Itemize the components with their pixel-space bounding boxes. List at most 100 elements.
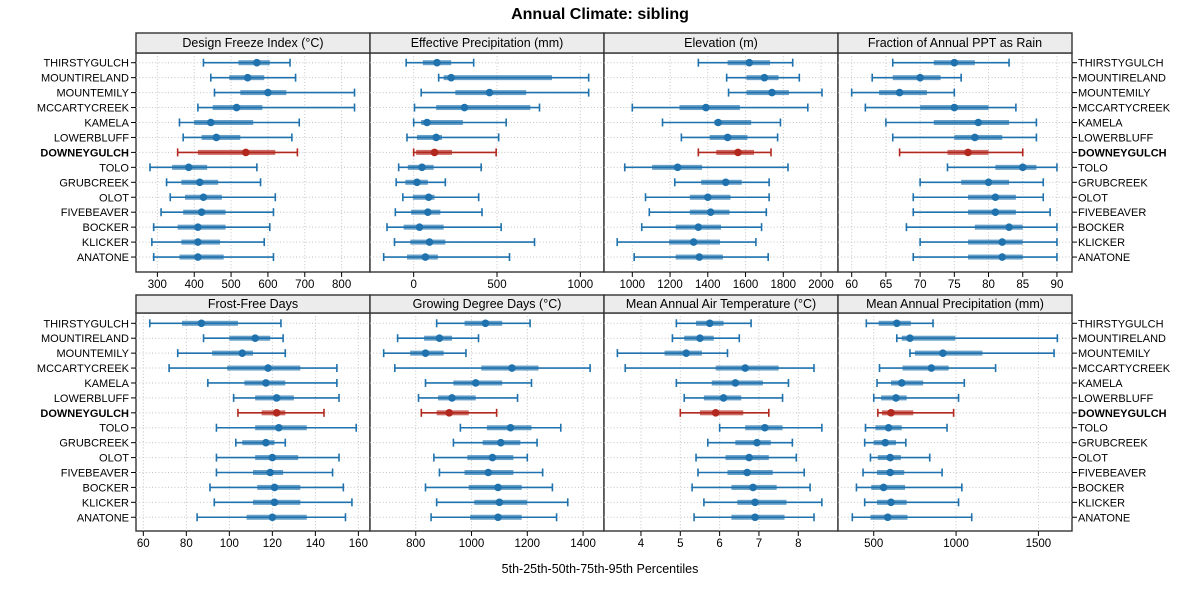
x-tick-label: 1200 [515,538,541,550]
x-tick-label: 1000 [568,279,594,291]
percentile-interval [396,334,480,343]
median-dot [268,513,277,522]
figure-caption: 5th-25th-50th-75th-95th Percentiles [501,562,699,576]
median-dot [964,148,972,157]
percentile-interval [623,163,789,172]
percentile-interval [680,133,779,142]
x-tick-label: 0 [410,279,416,291]
percentile-interval [871,73,962,82]
percentile-interval [707,438,794,447]
iqr-band [714,120,752,125]
median-dot [998,253,1007,261]
iqr-band [201,134,241,140]
x-tick-label: 120 [263,538,282,550]
x-tick-label: 500 [221,279,240,291]
median-dot [886,453,895,462]
x-tick-label: 800 [332,279,351,291]
iqr-band [901,335,956,341]
median-dot [886,468,895,477]
site-label: OLOT [99,192,129,204]
site-label: DOWNEYGULCH [1078,147,1167,159]
percentile-interval [644,193,770,202]
median-dot [447,73,455,82]
x-tick-label: 600 [258,279,277,291]
panel-frame [603,312,839,532]
median-dot [998,238,1007,246]
x-tick-label: 5 [677,538,683,550]
median-dot [1018,163,1027,172]
x-tick-label: 1600 [733,279,759,291]
percentile-interval [424,483,554,492]
median-dot [199,193,208,202]
percentile-interval [640,223,763,232]
site-label: MCCARTYCREEK [1078,363,1171,375]
site-label: GRUBCREEK [59,177,129,189]
percentile-interval [406,133,500,142]
x-tick-label: 7 [756,538,762,550]
x-tick-label: 4 [638,538,645,550]
percentile-interval [417,393,519,402]
iqr-band [403,224,444,230]
median-dot [212,133,221,142]
median-dot [916,73,924,82]
iqr-band [421,120,463,125]
iqr-band [257,484,301,490]
median-dot [974,118,983,127]
panel-frame [603,52,839,273]
median-dot [264,88,272,97]
iqr-band [182,320,238,326]
x-tick-label: 500 [864,538,883,550]
percentile-interval [885,118,1038,127]
panel-frame [369,312,605,532]
x-tick-label: 80 [982,279,995,291]
percentile-interval [891,133,1038,142]
iqr-band [746,90,789,96]
percentile-interval [863,498,960,507]
median-dot [673,163,682,172]
median-dot [950,103,959,112]
site-label: DOWNEYGULCH [40,408,129,420]
percentile-interval [691,483,811,492]
percentile-interval [891,58,1010,67]
x-tick-label: 1400 [695,279,721,291]
percentile-interval [210,73,297,82]
median-dot [251,334,259,343]
percentile-interval [869,453,931,462]
site-label: MCCARTYCREEK [37,363,130,375]
median-dot [751,513,759,522]
iqr-band [417,134,442,140]
median-dot [421,253,430,261]
median-dot [1005,223,1013,231]
median-dot [702,103,710,112]
percentile-interval [727,88,823,97]
percentile-interval [862,468,943,477]
percentile-interval [202,58,291,67]
median-dot [714,118,722,127]
median-dot [425,238,434,246]
percentile-interval [413,103,541,112]
site-label: LOWERBLUFF [1078,132,1153,144]
iqr-band [737,499,787,505]
x-tick-label: 6 [716,538,722,550]
median-dot [883,513,892,522]
percentile-interval [919,178,1045,187]
site-labels-left-row1: THIRSTYGULCH MOUNTIRELAND MOUNTEMILY MCCART… [37,58,130,264]
panel-frame [369,52,605,273]
median-dot [264,364,272,372]
median-dot [194,253,202,261]
median-dot [424,208,432,216]
percentile-interval [864,423,948,432]
percentile-interval [412,118,507,127]
median-dot [731,379,740,387]
median-dot [238,349,247,357]
site-label: LOWERBLUFF [54,393,129,405]
median-dot [488,453,497,462]
median-dot [415,223,424,231]
median-dot [895,88,904,97]
median-dot [197,319,206,328]
median-dot [689,238,698,246]
percentile-interval [215,453,340,462]
panel-title: Effective Precipitation (mm) [411,36,564,50]
panel-title: Elevation (m) [684,36,758,50]
site-label: GRUBCREEK [1078,177,1148,189]
